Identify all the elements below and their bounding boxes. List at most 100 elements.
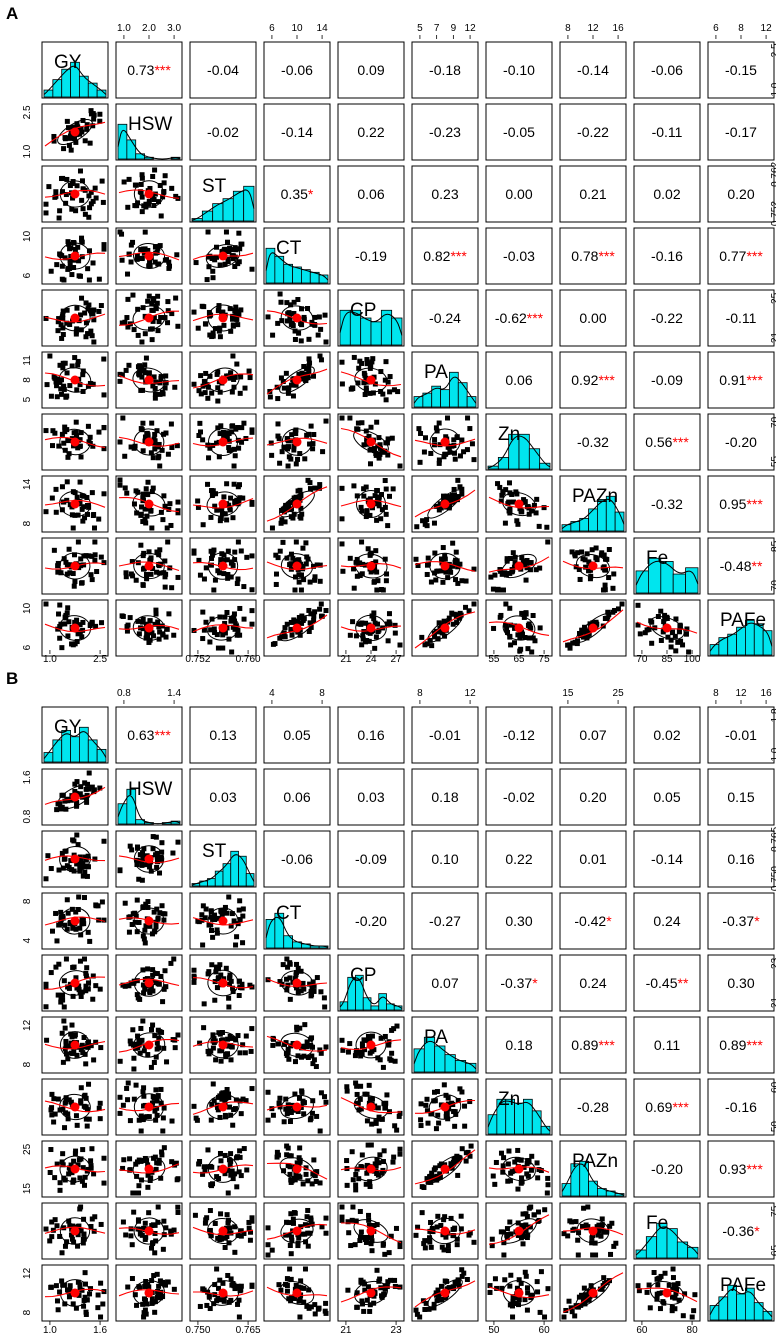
scatter-point [214, 507, 220, 513]
scatter-point [237, 1148, 243, 1154]
scatter-point [265, 1089, 271, 1095]
variable-label: Zn [498, 1089, 520, 1110]
scatter-point [64, 176, 70, 182]
cell-frame [411, 537, 479, 595]
scatter-point [48, 1107, 54, 1113]
scatter-point [218, 1211, 224, 1217]
scatter-point [397, 1240, 403, 1246]
scatter-point [654, 1291, 660, 1297]
scatter-point [298, 572, 304, 578]
centroid-point [662, 1288, 672, 1298]
scatter-point [228, 447, 234, 453]
scatter-point [285, 1046, 291, 1052]
scatter-point [239, 981, 245, 987]
significance-stars: *** [746, 496, 763, 512]
scatter-point [74, 387, 80, 393]
scatter-point [297, 514, 303, 520]
scatter-point [127, 615, 133, 621]
cell-frame [189, 537, 257, 595]
scatter-point [285, 1163, 291, 1169]
cell-frame [707, 289, 775, 347]
scatter-point [134, 1302, 140, 1308]
scatter-point [140, 519, 146, 525]
cell-frame [707, 351, 775, 409]
scatter-point [677, 623, 683, 629]
centroid-point [70, 499, 80, 509]
significance-stars: * [754, 1223, 760, 1239]
scatter-point [237, 605, 243, 611]
scatter-point [145, 904, 151, 910]
scatter-point [86, 770, 92, 776]
scatter-point [90, 973, 96, 979]
scatter-point [217, 431, 223, 437]
scatter-point [682, 1291, 688, 1297]
scatter-point [368, 1142, 374, 1148]
scatter-point [523, 1211, 529, 1217]
correlation-value: -0.14 [281, 124, 313, 140]
scatter-point [436, 1294, 442, 1300]
scatter-point [312, 485, 318, 491]
scatter-point [673, 1284, 679, 1290]
scatter-point [233, 304, 239, 310]
cell-CP-PA: -0.24 [411, 289, 479, 347]
variable-label: CP [350, 300, 376, 321]
scatter-point [125, 1284, 131, 1290]
scatter-point [79, 197, 85, 203]
scatter-point [153, 1117, 159, 1123]
cell-frame [485, 1264, 553, 1322]
scatter-point [377, 1057, 383, 1063]
scatter-point [126, 362, 132, 368]
scatter-point [510, 499, 516, 505]
scatter-point [165, 308, 171, 314]
scatter-point [353, 1218, 359, 1224]
scatter-point [441, 1082, 447, 1088]
correlation-value: -0.15 [725, 62, 757, 78]
scatter-point [440, 579, 446, 585]
scatter-point [288, 514, 294, 520]
scatter-point [76, 1157, 82, 1163]
scatter-point [376, 1116, 382, 1122]
correlation-label: 0.10 [431, 851, 458, 867]
cell-frame [411, 954, 479, 1012]
scatter-point [140, 1089, 146, 1095]
correlation-value: 0.20 [579, 789, 606, 805]
scatter-point [159, 447, 165, 453]
cell-HSW-ST: 0.03 [189, 768, 257, 826]
scatter-point [143, 621, 149, 627]
cell-CP-PAFe: 0.30 [707, 954, 775, 1012]
scatter-point [127, 1038, 133, 1044]
scatter-point [123, 574, 129, 580]
scatter-point [48, 1147, 54, 1153]
scatter-point [593, 620, 599, 626]
scatter-point [234, 934, 240, 940]
scatter-point [63, 1110, 69, 1116]
scatter-point [277, 548, 283, 554]
scatter-point [561, 1231, 567, 1237]
scatter-point [122, 485, 128, 491]
cell-frame [411, 892, 479, 950]
scatter-point [297, 1314, 303, 1320]
scatter-point [117, 482, 123, 488]
scatter-point [238, 1283, 244, 1289]
scatter-point [269, 1247, 275, 1253]
scatter-point [119, 231, 125, 237]
scatter-point [200, 903, 206, 909]
scatter-point [233, 623, 239, 629]
scatter-point [64, 307, 70, 313]
scatter-point [464, 447, 470, 453]
scatter-point [658, 637, 664, 643]
scatter-point [507, 1302, 513, 1308]
scatter-point [288, 1177, 294, 1183]
scatter-point [293, 494, 299, 500]
scatter-point [69, 1034, 75, 1040]
scatter-point [166, 611, 172, 617]
scatter-point [510, 1298, 516, 1304]
scatter-point [376, 455, 382, 461]
scatter-point [289, 1237, 295, 1243]
scatter-point [226, 438, 232, 444]
scatter-point [461, 449, 467, 455]
scatter-point [508, 642, 514, 648]
scatter-point [69, 1170, 75, 1176]
variable-label: HSW [128, 779, 172, 800]
scatter-point [662, 1270, 668, 1276]
